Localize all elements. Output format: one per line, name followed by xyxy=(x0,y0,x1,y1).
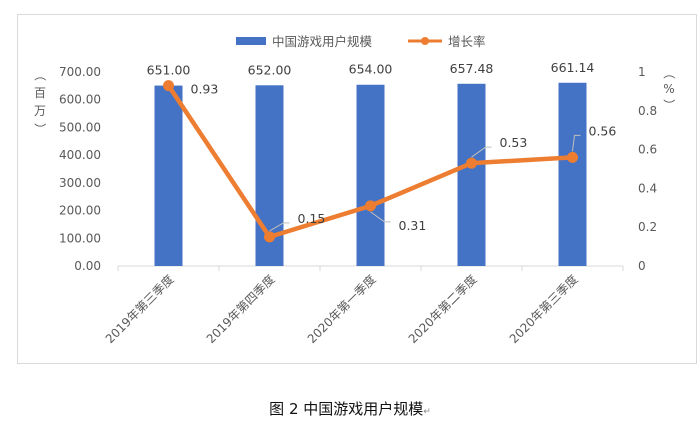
growth-rate-marker xyxy=(466,157,477,169)
y-left-axis-title-char: ） xyxy=(33,123,47,135)
y-left-axis-title-char: 万 xyxy=(34,104,46,118)
y-left-tick-label: 600.00 xyxy=(59,93,101,107)
data-label-leader xyxy=(269,222,290,232)
y-left-axis-title-char: 百 xyxy=(34,86,46,100)
y-right-tick-label: 0.4 xyxy=(638,181,657,195)
bar-data-label: 657.48 xyxy=(450,61,494,76)
y-right-tick-label: 0 xyxy=(638,259,646,273)
y-right-tick-label: 1 xyxy=(638,65,646,79)
line-data-label: 0.93 xyxy=(191,82,219,97)
bar-data-label: 654.00 xyxy=(349,62,393,77)
x-category-label: 2019年第三季度 xyxy=(102,272,177,347)
x-category-label: 2020年第一季度 xyxy=(304,272,379,347)
y-right-axis-title-char: % xyxy=(663,82,674,96)
y-left-tick-label: 700.00 xyxy=(59,65,101,79)
chart-frame: 中国游戏用户规模 增长率 0.00 100.00 200.00 300.00 400.00 5… xyxy=(17,14,697,364)
x-category-label: 2020年第二季度 xyxy=(405,272,480,347)
growth-rate-marker xyxy=(567,151,578,163)
data-label-leader xyxy=(572,134,581,152)
y-right-tick-label: 0.6 xyxy=(638,143,657,157)
y-left-tick-label: 100.00 xyxy=(59,231,101,245)
y-left-axis-title-char: （ xyxy=(33,69,47,81)
y-right-tick-label: 0.8 xyxy=(638,104,657,118)
legend-line-label: 增长率 xyxy=(448,34,486,49)
data-label-leader xyxy=(370,211,391,223)
bar xyxy=(154,85,183,266)
combo-chart: 中国游戏用户规模 增长率 0.00 100.00 200.00 300.00 400.00 5… xyxy=(33,34,676,347)
x-category-label: 2019年第四季度 xyxy=(203,272,278,347)
legend-bar-label: 中国游戏用户规模 xyxy=(272,34,373,49)
y-right-axis-title-char: （ xyxy=(662,67,676,79)
growth-rate-marker xyxy=(163,80,174,92)
line-data-label: 0.56 xyxy=(589,123,617,138)
return-mark: ↵ xyxy=(423,407,431,417)
bar-data-label: 651.00 xyxy=(147,63,191,78)
bar xyxy=(356,84,385,267)
y-left-tick-label: 500.00 xyxy=(59,120,101,134)
data-label-leader xyxy=(471,146,492,158)
legend-line-marker xyxy=(421,37,429,45)
figure-caption: 图 2 中国游戏用户规模↵ xyxy=(0,398,700,419)
growth-rate-marker xyxy=(365,200,376,212)
line-data-label: 0.53 xyxy=(500,135,528,150)
bar-data-label: 652.00 xyxy=(248,62,292,77)
y-right-axis-title-char: ） xyxy=(662,99,676,111)
y-left-tick-label: 400.00 xyxy=(59,148,101,162)
growth-rate-marker xyxy=(264,231,275,243)
y-left-tick-label: 300.00 xyxy=(59,176,101,190)
bar xyxy=(457,83,486,266)
bar xyxy=(558,82,587,266)
legend-bar-swatch xyxy=(236,37,266,45)
line-data-label: 0.31 xyxy=(399,218,427,233)
y-right-tick-label: 0.2 xyxy=(638,220,657,234)
bar-data-label: 661.14 xyxy=(551,60,595,75)
x-category-label: 2020年第三季度 xyxy=(506,272,581,347)
line-data-label: 0.15 xyxy=(298,211,326,226)
caption-text: 图 2 中国游戏用户规模 xyxy=(269,400,424,418)
y-left-tick-label: 200.00 xyxy=(59,204,101,218)
y-left-tick-label: 0.00 xyxy=(74,259,101,273)
